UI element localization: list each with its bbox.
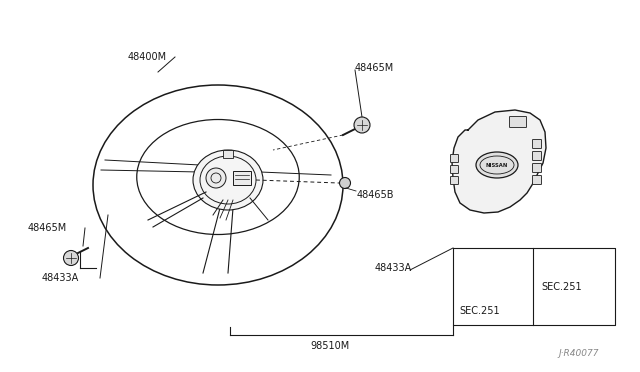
Circle shape bbox=[206, 168, 226, 188]
Circle shape bbox=[339, 177, 351, 189]
FancyBboxPatch shape bbox=[233, 171, 251, 185]
Text: SEC.251: SEC.251 bbox=[541, 282, 582, 292]
Text: 48433A: 48433A bbox=[42, 273, 79, 283]
Ellipse shape bbox=[476, 152, 518, 178]
Text: 48400M: 48400M bbox=[128, 52, 167, 62]
Circle shape bbox=[63, 250, 79, 266]
Text: 48433A: 48433A bbox=[375, 263, 412, 273]
Text: 98510M: 98510M bbox=[310, 341, 349, 351]
FancyBboxPatch shape bbox=[451, 154, 458, 163]
Text: 48465M: 48465M bbox=[355, 63, 394, 73]
Text: SEC.251: SEC.251 bbox=[459, 306, 500, 316]
FancyBboxPatch shape bbox=[509, 116, 527, 128]
FancyBboxPatch shape bbox=[451, 176, 458, 185]
FancyBboxPatch shape bbox=[532, 140, 541, 148]
FancyBboxPatch shape bbox=[532, 176, 541, 185]
Ellipse shape bbox=[193, 150, 263, 210]
FancyBboxPatch shape bbox=[532, 151, 541, 160]
FancyBboxPatch shape bbox=[223, 150, 233, 158]
Text: NISSAN: NISSAN bbox=[486, 163, 508, 167]
Text: 48465B: 48465B bbox=[357, 190, 394, 200]
FancyBboxPatch shape bbox=[532, 164, 541, 173]
FancyBboxPatch shape bbox=[451, 166, 458, 173]
Text: 48465M: 48465M bbox=[28, 223, 67, 233]
Polygon shape bbox=[452, 110, 546, 213]
Text: J·R40077: J·R40077 bbox=[558, 350, 598, 359]
Circle shape bbox=[354, 117, 370, 133]
